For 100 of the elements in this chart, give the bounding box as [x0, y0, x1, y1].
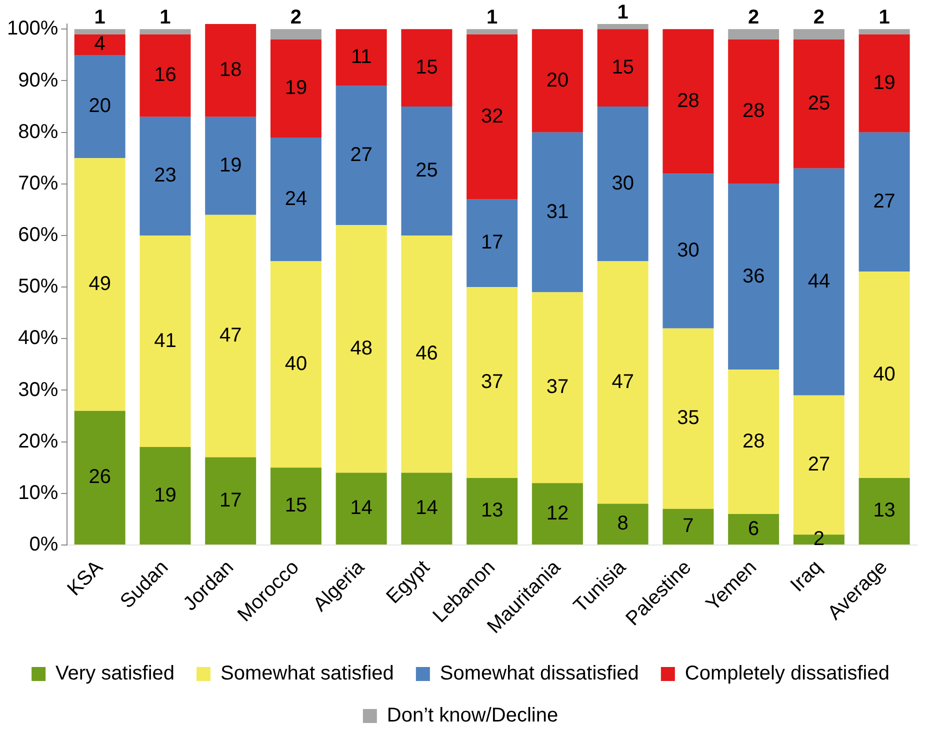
data-label: 27	[350, 144, 372, 166]
data-label: 30	[677, 239, 700, 262]
bar	[140, 34, 191, 117]
data-label: 23	[154, 164, 176, 187]
bar	[858, 478, 910, 544]
bar	[728, 514, 780, 544]
bar	[270, 261, 322, 468]
bar	[597, 29, 648, 107]
data-label: 19	[154, 484, 176, 506]
legend-label: Completely dissatisfied	[684, 662, 890, 685]
data-label: 8	[617, 512, 628, 535]
data-label: 19	[873, 72, 896, 94]
data-label: 27	[873, 190, 896, 212]
x-tick-label: KSA	[63, 556, 108, 600]
bar	[662, 328, 714, 509]
data-label: 24	[284, 188, 308, 210]
data-label: 7	[682, 515, 694, 538]
data-label: 25	[416, 160, 438, 182]
bar	[466, 29, 518, 34]
bar	[74, 34, 126, 55]
bar	[662, 29, 714, 174]
data-label: 15	[284, 494, 308, 517]
bar	[858, 272, 910, 478]
bar	[597, 504, 648, 544]
data-label: 37	[480, 371, 504, 394]
x-tick-label: Iraq	[786, 556, 826, 596]
y-tick-label: 40%	[18, 327, 58, 350]
data-label: 30	[612, 172, 634, 194]
y-tick-label: 70%	[18, 172, 58, 194]
data-label: 48	[350, 337, 372, 360]
data-label: 18	[219, 58, 242, 81]
data-label: 15	[612, 56, 634, 78]
data-label: 1	[94, 6, 106, 29]
data-label: 19	[284, 76, 308, 99]
bar	[140, 116, 191, 236]
bar	[793, 168, 844, 396]
legend-label: Don’t know/Decline	[386, 704, 558, 727]
data-label: 12	[546, 502, 569, 524]
bar	[793, 39, 844, 168]
bar	[466, 478, 518, 544]
bar	[270, 39, 322, 138]
data-label: 13	[480, 500, 504, 522]
y-tick-label: 50%	[18, 276, 58, 298]
bar	[74, 54, 126, 158]
bar	[270, 137, 322, 262]
data-label: 11	[350, 46, 372, 68]
bar	[728, 39, 780, 184]
data-label: 1	[617, 2, 628, 24]
bar	[74, 29, 126, 34]
y-tick-label: 0%	[29, 534, 58, 556]
data-label: 14	[416, 497, 438, 520]
bar	[466, 34, 518, 200]
bar	[140, 446, 191, 544]
bar	[793, 29, 844, 40]
data-label: 2	[748, 6, 760, 29]
data-label: 25	[808, 92, 830, 114]
bar	[532, 132, 583, 292]
data-label: 1	[160, 6, 171, 29]
bar	[140, 235, 191, 447]
data-label: 13	[873, 500, 896, 522]
y-tick-label: 80%	[18, 120, 58, 143]
bar	[532, 483, 583, 544]
data-label: 15	[416, 56, 438, 78]
bar	[140, 29, 191, 34]
data-label: 27	[808, 454, 830, 476]
data-label: 40	[284, 352, 308, 375]
data-label: 17	[219, 489, 242, 512]
bar	[466, 287, 518, 478]
legend-label: Very satisfied	[56, 662, 175, 685]
bar	[401, 235, 452, 473]
data-label: 32	[480, 105, 504, 128]
y-tick-label: 20%	[18, 430, 58, 452]
bar	[270, 468, 322, 544]
bar	[401, 106, 452, 236]
data-label: 31	[546, 200, 569, 223]
data-label: 16	[154, 64, 176, 86]
data-label: 36	[742, 265, 765, 288]
bar	[858, 29, 910, 34]
data-label: 14	[350, 497, 372, 520]
bar	[466, 199, 518, 288]
data-label: 47	[219, 324, 242, 347]
data-label: 4	[94, 33, 106, 56]
bar	[597, 261, 648, 504]
bar	[662, 174, 714, 328]
bar	[532, 292, 583, 484]
data-label: 26	[88, 466, 111, 488]
data-label: 28	[742, 430, 765, 452]
bar	[728, 370, 780, 514]
bar	[336, 472, 387, 544]
legend-label: Somewhat satisfied	[220, 662, 394, 685]
bar	[401, 472, 452, 544]
y-tick-label: 10%	[18, 482, 58, 504]
legend-label: Somewhat dissatisfied	[440, 662, 639, 685]
data-label: 17	[480, 232, 504, 254]
data-label: 19	[219, 154, 242, 176]
bar	[858, 132, 910, 272]
bar	[205, 457, 256, 544]
data-label: 1	[486, 6, 498, 29]
bar	[728, 29, 780, 40]
data-label: 35	[677, 407, 700, 430]
